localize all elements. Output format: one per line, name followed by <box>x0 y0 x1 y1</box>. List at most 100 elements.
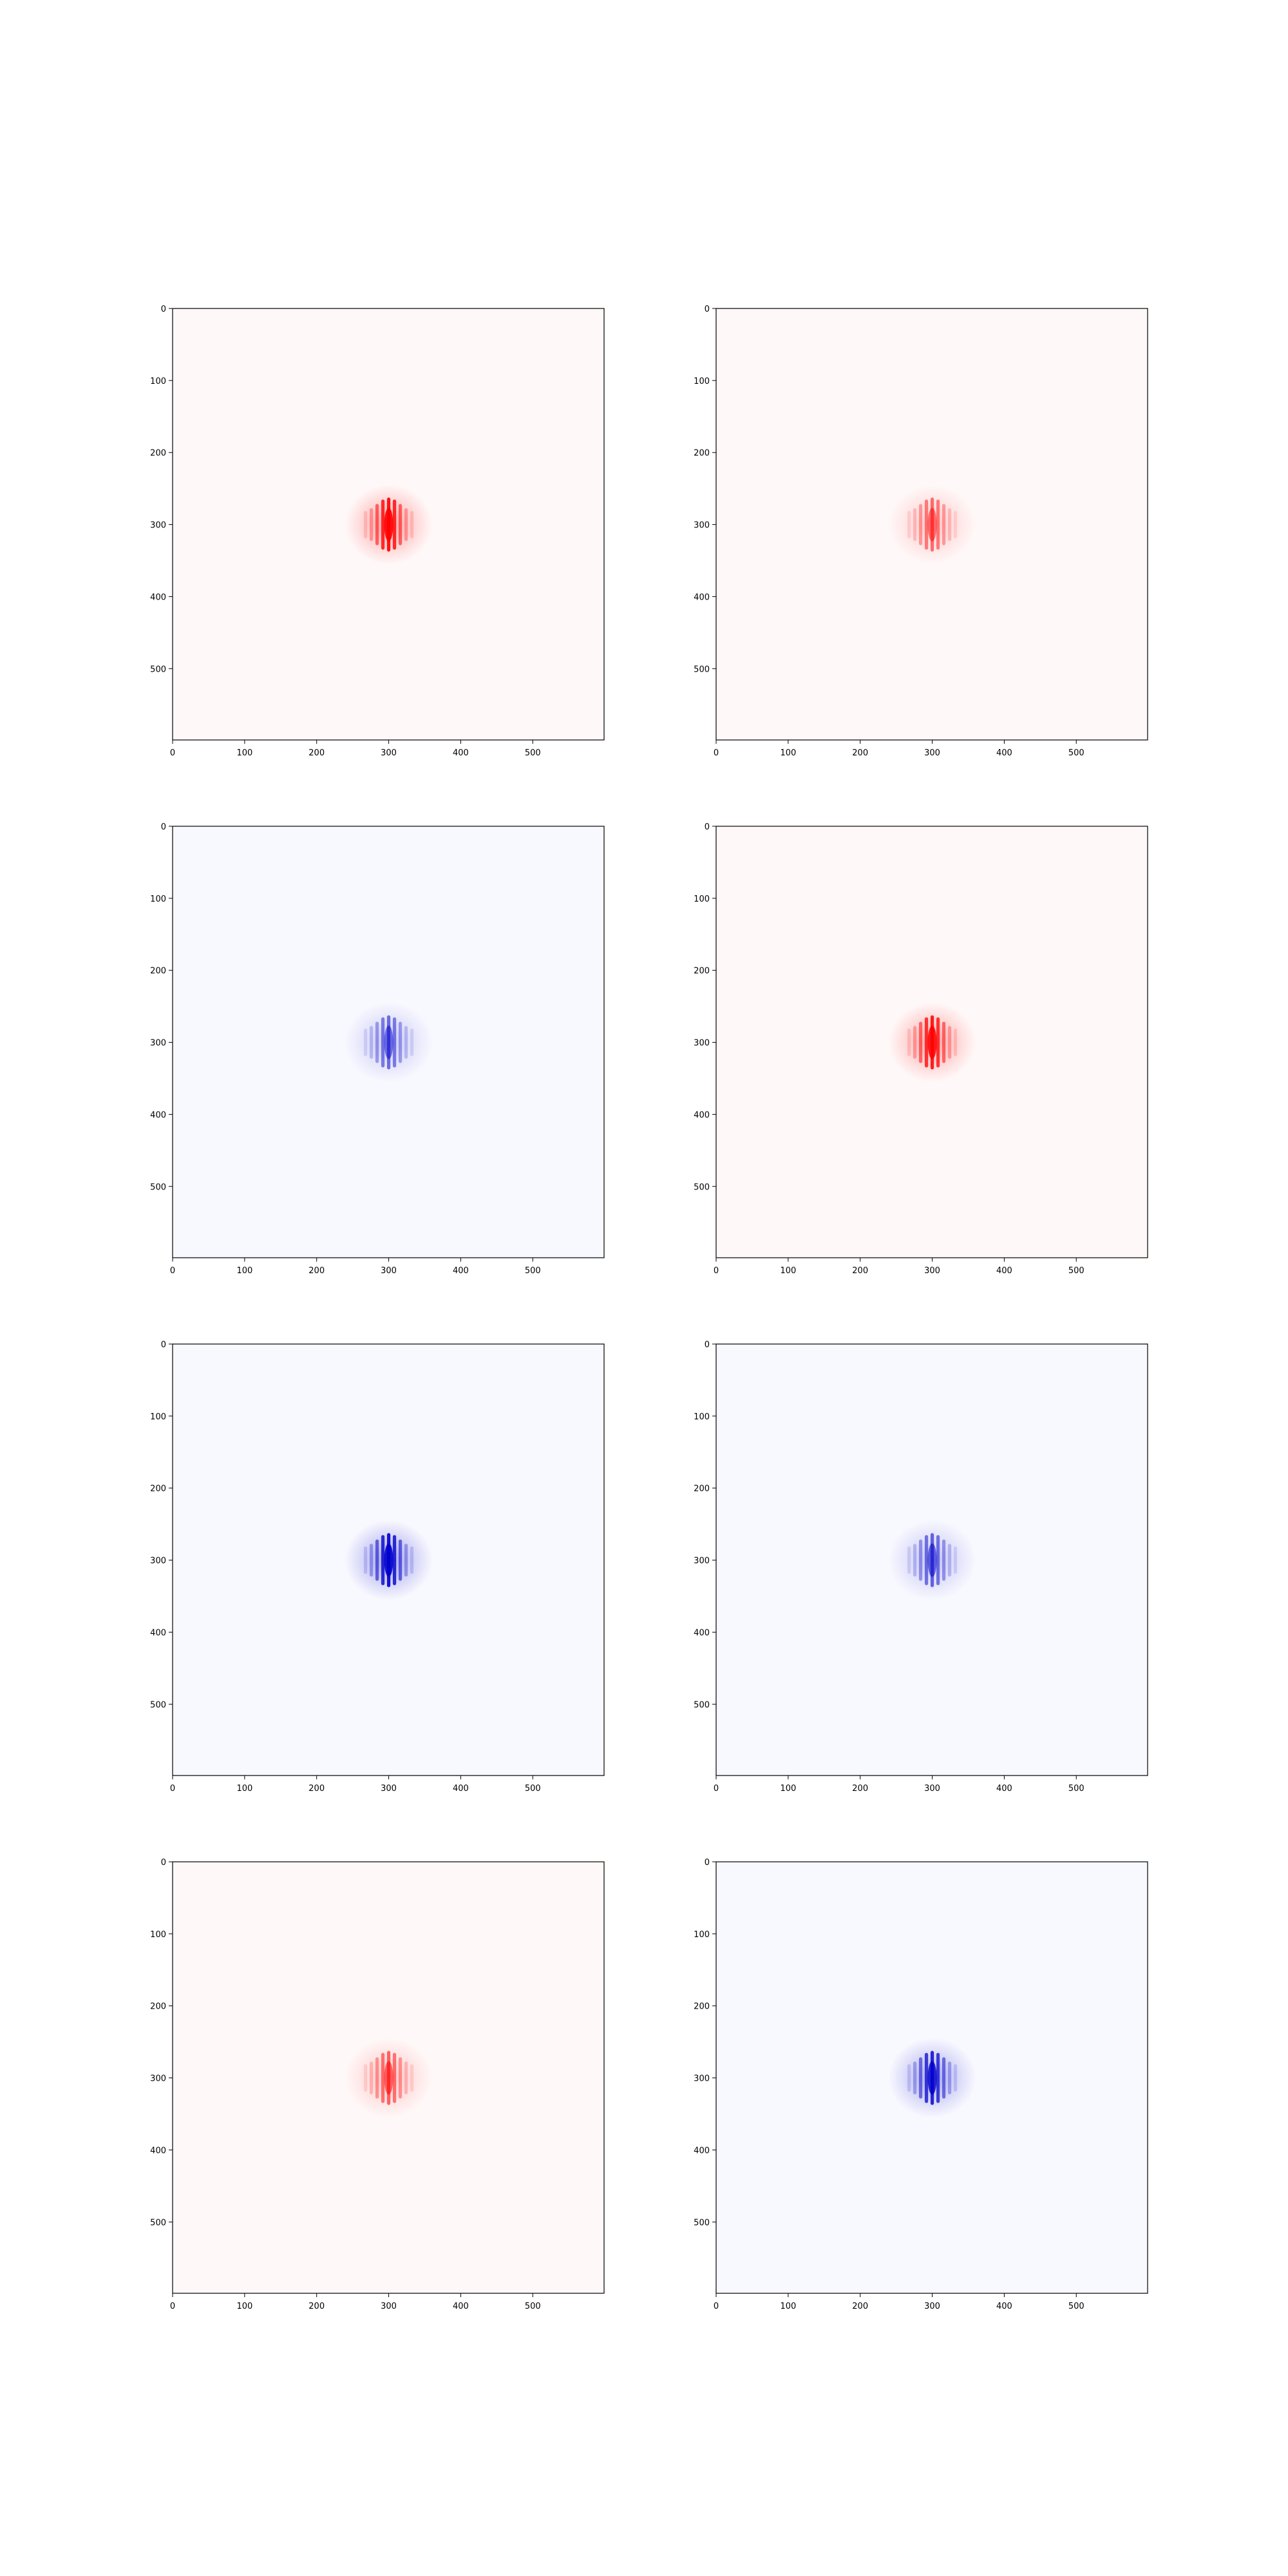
axes-frame <box>172 308 605 741</box>
x-tick-label: 100 <box>236 1784 252 1794</box>
heatmap-fringe <box>381 1017 385 1068</box>
axes-frame <box>715 1861 1148 2294</box>
heatmap-fringe <box>369 2061 374 2095</box>
y-tick-label: 500 <box>150 2218 166 2228</box>
heatmap-fringe <box>930 497 934 552</box>
x-tick-label: 0 <box>170 2302 175 2311</box>
x-tick-label: 200 <box>852 748 868 758</box>
y-tick-label: 200 <box>150 2002 166 2012</box>
heatmap-panel: 0 100 200 300 400 500 0 100 200 300 400 500 <box>150 822 605 1276</box>
heatmap-fringe <box>947 1026 952 1059</box>
heatmap-fringe <box>404 2061 408 2095</box>
y-tick-label: 400 <box>694 2146 710 2155</box>
y-tick-label: 300 <box>694 2074 710 2084</box>
x-tick-label: 0 <box>714 1784 719 1794</box>
heatmap-panel: 0 100 200 300 400 500 0 100 200 300 400 500 <box>694 1858 1148 2311</box>
y-tick-label: 100 <box>694 1412 710 1422</box>
x-tick-label: 500 <box>525 2302 541 2311</box>
y-tick-label: 500 <box>694 2218 710 2228</box>
heatmap-fringe <box>398 2057 402 2099</box>
y-tick-label: 0 <box>161 822 166 832</box>
x-tick-label: 0 <box>714 2302 719 2311</box>
x-tick-label: 200 <box>308 1784 325 1794</box>
x-tick-label: 100 <box>236 1266 252 1276</box>
y-tick-label: 500 <box>150 1182 166 1192</box>
y-tick-label: 0 <box>705 1340 710 1350</box>
heatmap-blob <box>345 1520 433 1600</box>
x-tick-label: 500 <box>525 1784 541 1794</box>
y-tick-label: 300 <box>150 1039 166 1048</box>
heatmap-fringe <box>363 1546 368 1574</box>
heatmap-fringe <box>913 2061 917 2095</box>
y-tick-label: 100 <box>150 377 166 386</box>
heatmap-blob <box>345 1002 433 1083</box>
heatmap-fringe <box>953 1546 958 1574</box>
x-tick-label: 500 <box>1068 1784 1084 1794</box>
x-tick-label: 300 <box>381 748 397 758</box>
y-tick-label: 400 <box>694 592 710 602</box>
heatmap-blob <box>888 1520 976 1600</box>
x-tick-label: 100 <box>780 1266 796 1276</box>
y-tick-label: 100 <box>150 1412 166 1422</box>
x-tick-label: 400 <box>996 2302 1012 2311</box>
heatmap-fringe <box>907 1546 911 1574</box>
x-tick-label: 400 <box>453 1266 469 1276</box>
heatmap-fringe <box>936 1535 940 1586</box>
y-tick-label: 500 <box>150 665 166 674</box>
heatmap-blob <box>345 2038 433 2118</box>
y-tick-label: 300 <box>150 521 166 531</box>
x-tick-label: 200 <box>308 1266 325 1276</box>
heatmap-fringe <box>907 2064 911 2092</box>
subplot-grid: 0 100 200 300 400 500 0 100 200 300 400 500 0 100 200 3… <box>150 305 1148 2311</box>
y-tick-label: 200 <box>694 2002 710 2012</box>
heatmap-fringe <box>953 511 958 538</box>
x-tick-label: 300 <box>924 1784 940 1794</box>
axes-frame <box>715 826 1148 1258</box>
x-tick-label: 300 <box>381 1784 397 1794</box>
heatmap-fringe <box>936 499 940 550</box>
y-tick-label: 200 <box>694 1484 710 1494</box>
heatmap-fringe <box>398 1539 402 1581</box>
x-tick-label: 200 <box>852 2302 868 2311</box>
axes-frame <box>715 308 1148 741</box>
heatmap-panel: 0 100 200 300 400 500 0 100 200 300 400 500 <box>694 305 1148 758</box>
heatmap-fringe <box>375 504 379 545</box>
heatmap-fringe <box>918 1539 923 1581</box>
y-tick-label: 100 <box>694 377 710 386</box>
heatmap-blob <box>888 484 976 565</box>
heatmap-fringe <box>942 1021 946 1063</box>
heatmap-fringe <box>363 1028 368 1056</box>
y-tick-label: 400 <box>694 1628 710 1638</box>
x-tick-label: 200 <box>852 1266 868 1276</box>
heatmap-fringe <box>918 1021 923 1063</box>
x-tick-label: 100 <box>780 2302 796 2311</box>
heatmap-fringe <box>375 1539 379 1581</box>
heatmap-fringe <box>398 1021 402 1063</box>
heatmap-fringe <box>392 499 397 550</box>
heatmap-fringe <box>947 2061 952 2095</box>
heatmap-fringe <box>404 1544 408 1577</box>
x-tick-label: 200 <box>308 748 325 758</box>
heatmap-fringe <box>947 508 952 542</box>
heatmap-fringe <box>918 2057 923 2099</box>
heatmap-fringe <box>369 508 374 542</box>
heatmap-panel: 0 100 200 300 400 500 0 100 200 300 400 500 <box>150 1858 605 2311</box>
heatmap-blob <box>888 2038 976 2118</box>
x-tick-label: 400 <box>453 2302 469 2311</box>
y-tick-label: 400 <box>150 1628 166 1638</box>
heatmap-core <box>384 1025 393 1059</box>
x-tick-label: 400 <box>996 1784 1012 1794</box>
heatmap-fringe <box>381 1535 385 1586</box>
heatmap-fringe <box>924 1535 929 1586</box>
heatmap-fringe <box>942 504 946 545</box>
heatmap-core <box>927 1543 937 1577</box>
heatmap-core <box>927 2061 937 2095</box>
x-tick-label: 200 <box>852 1784 868 1794</box>
heatmap-core <box>384 2061 393 2095</box>
heatmap-fringe <box>924 2052 929 2103</box>
x-tick-label: 200 <box>308 2302 325 2311</box>
y-tick-label: 400 <box>150 2146 166 2155</box>
heatmap-panel: 0 100 200 300 400 500 0 100 200 300 400 500 <box>150 305 605 758</box>
heatmap-fringe <box>392 1535 397 1586</box>
